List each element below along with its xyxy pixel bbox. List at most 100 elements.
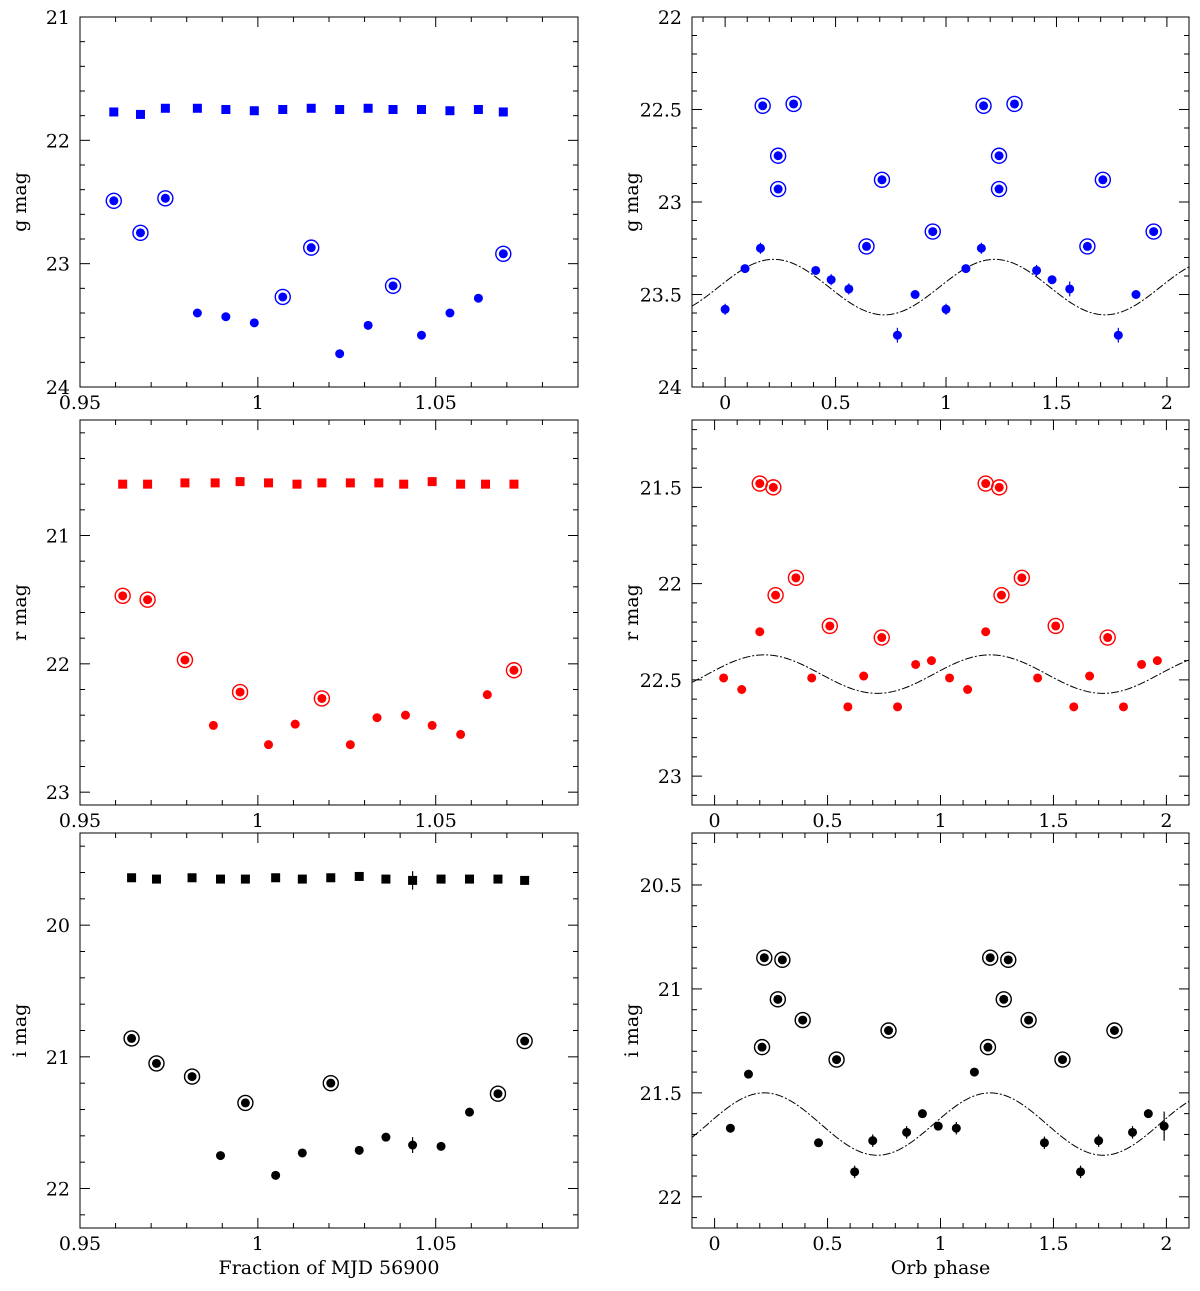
x-tick-label: 1.5: [1038, 1233, 1068, 1255]
y-tick-label: 23: [46, 254, 70, 276]
data-point-ring: [1047, 617, 1064, 635]
x-tick-label: 1: [252, 1233, 264, 1255]
data-point-circled-dot: [520, 1036, 530, 1046]
data-point-square: [180, 478, 190, 488]
data-point-dot: [910, 290, 920, 299]
data-point-dot: [976, 243, 986, 253]
data-point-ring: [274, 288, 291, 306]
data-point-dot: [902, 1127, 912, 1137]
data-point-square: [221, 105, 231, 114]
data-point-circled-dot: [862, 241, 872, 251]
data-point-square: [481, 479, 491, 489]
data-point-ring: [982, 949, 999, 966]
x-tick-label: 0.5: [812, 1233, 842, 1255]
data-point-dot: [961, 264, 971, 274]
data-point-square: [465, 874, 475, 884]
data-point-square: [509, 479, 519, 489]
data-point-circled-dot: [994, 151, 1004, 161]
data-point-dot: [1143, 1109, 1153, 1119]
data-point-dot: [216, 1151, 226, 1161]
y-tick-label: 21: [658, 979, 682, 1001]
data-point-square: [297, 874, 307, 884]
data-point-ring: [1054, 1051, 1071, 1068]
data-point-circled-dot: [1103, 633, 1113, 643]
data-point-dot: [1113, 330, 1123, 340]
data-point-circled-dot: [798, 1015, 808, 1025]
data-point-circled-dot: [278, 292, 288, 302]
data-point-circled-dot: [994, 184, 1004, 194]
data-point-dot: [1131, 290, 1141, 299]
data-point-dot: [400, 710, 410, 720]
data-point-circled-dot: [777, 955, 787, 965]
data-point-circled-dot: [1109, 1026, 1119, 1035]
data-point-ring: [990, 180, 1008, 198]
x-tick-label: 1.05: [415, 1233, 457, 1255]
data-point-dot: [427, 720, 437, 730]
data-point-circled-dot: [758, 101, 768, 111]
x-tick-label: 2: [1160, 810, 1172, 832]
y-tick-label: 21.5: [640, 1083, 682, 1105]
data-point-circled-dot: [1009, 99, 1019, 109]
data-point-circled-dot: [109, 196, 119, 206]
y-tick-label: 24: [46, 377, 70, 399]
x-tick-label: 1.5: [1038, 810, 1068, 832]
x-tick-label: 1: [252, 392, 264, 414]
data-point-dot: [1085, 671, 1095, 681]
data-point-circled-dot: [985, 953, 995, 963]
data-point-dot: [963, 685, 973, 694]
data-point-dot: [933, 1121, 943, 1131]
data-point-ring: [873, 629, 890, 646]
model-curve: [692, 258, 1189, 316]
data-point-dot: [814, 1138, 824, 1148]
data-point-ring: [1145, 223, 1162, 240]
plot-frame: [691, 16, 1190, 388]
data-point-ring: [516, 1032, 533, 1050]
x-axis-label: Fraction of MJD 56900: [219, 1257, 440, 1279]
data-point-dot: [1118, 702, 1128, 712]
panel-i-phase: 0 0.5 1 1.5 2 20.5 21 21.5 22 i mag Orb phase: [621, 832, 1190, 1279]
data-point-square: [335, 105, 345, 114]
y-tick-label: 20.5: [640, 875, 682, 897]
data-point-square: [249, 106, 259, 116]
data-point-circled-dot: [240, 1098, 250, 1108]
data-point-square: [456, 479, 466, 489]
data-point-dot: [264, 740, 274, 750]
data-layer: [692, 475, 1189, 712]
x-tick-label: 0: [709, 1233, 721, 1255]
data-point-ring: [1000, 951, 1017, 969]
data-point-dot: [737, 685, 747, 694]
data-point-ring: [1020, 1011, 1037, 1029]
data-point-circled-dot: [755, 479, 765, 489]
data-point-dot: [1039, 1138, 1049, 1148]
data-point-ring: [787, 569, 805, 587]
data-point-circled-dot: [884, 1026, 894, 1035]
panel-g-time: 0.95 1 1.05 21 22 23 24 g mag: [9, 7, 579, 414]
data-point-circled-dot: [994, 482, 1004, 492]
data-point-circled-dot: [789, 99, 799, 109]
data-point-circled-dot: [160, 193, 170, 203]
data-point-ring: [979, 1038, 997, 1056]
plot-frame: [79, 832, 579, 1229]
x-tick-label: 0: [719, 392, 731, 414]
data-point-dot: [945, 673, 955, 683]
x-tick-label: 1: [934, 1233, 946, 1255]
data-point-dot: [826, 275, 836, 285]
data-point-square: [292, 479, 302, 489]
data-point-circled-dot: [771, 590, 781, 600]
data-layer: [123, 871, 533, 1180]
y-tick-label: 21.5: [640, 477, 682, 499]
data-point-square: [109, 107, 119, 117]
data-point-square: [445, 106, 455, 116]
data-point-dot: [941, 304, 951, 314]
data-point-circled-dot: [983, 1042, 993, 1052]
data-point-ring: [231, 683, 249, 701]
data-point-ring: [753, 1038, 771, 1056]
data-point-ring: [828, 1051, 845, 1068]
data-point-dot: [1076, 1167, 1086, 1177]
y-tick-label: 22: [46, 654, 70, 676]
data-point-square: [374, 478, 384, 488]
plot-frame: [79, 419, 579, 806]
data-point-circled-dot: [187, 1072, 197, 1082]
x-tick-label: 1: [934, 810, 946, 832]
